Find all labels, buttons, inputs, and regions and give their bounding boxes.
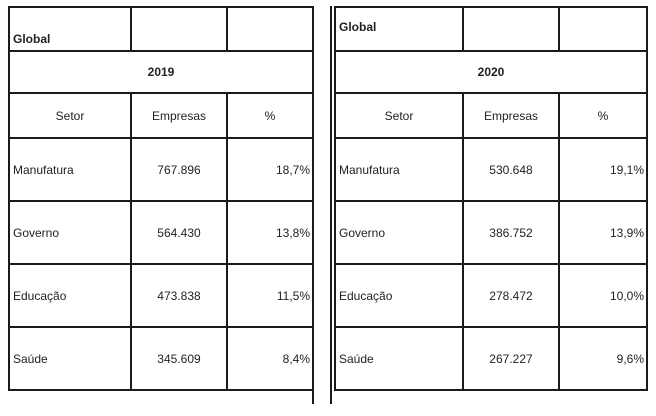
sector-cell: Saúde <box>8 326 132 391</box>
table-row: Manufatura 530.648 19,1% <box>334 137 648 202</box>
header-row: Setor Empresas % <box>334 92 648 139</box>
companies-cell: 564.430 <box>130 200 228 265</box>
table-2020: Global 2020 Setor Empresas % Manufatura … <box>334 6 648 391</box>
sector-cell: Educação <box>334 263 464 328</box>
table-divider <box>312 6 332 404</box>
sector-cell: Governo <box>8 200 132 265</box>
year-label: 2019 <box>8 50 314 94</box>
column-header-setor: Setor <box>8 92 132 139</box>
percent-cell: 19,1% <box>558 137 648 202</box>
companies-cell: 767.896 <box>130 137 228 202</box>
companies-cell: 530.648 <box>462 137 560 202</box>
sector-cell: Governo <box>334 200 464 265</box>
column-header-setor: Setor <box>334 92 464 139</box>
table-2019: Global 2019 Setor Empresas % Manufatura … <box>8 6 314 391</box>
companies-cell: 345.609 <box>130 326 228 391</box>
divider-line <box>330 6 332 404</box>
title-row: Global <box>334 6 648 52</box>
column-header-empresas: Empresas <box>130 92 228 139</box>
empty-cell <box>226 6 314 52</box>
sector-cell: Saúde <box>334 326 464 391</box>
sector-cell: Manufatura <box>8 137 132 202</box>
percent-cell: 9,6% <box>558 326 648 391</box>
table-row: Saúde 267.227 9,6% <box>334 326 648 391</box>
column-header-percent: % <box>558 92 648 139</box>
percent-cell: 8,4% <box>226 326 314 391</box>
companies-cell: 386.752 <box>462 200 560 265</box>
table-title: Global <box>8 6 132 52</box>
table-row: Governo 564.430 13,8% <box>8 200 314 265</box>
title-row: Global <box>8 6 314 52</box>
table-title: Global <box>334 6 464 52</box>
sector-cell: Educação <box>8 263 132 328</box>
percent-cell: 10,0% <box>558 263 648 328</box>
percent-cell: 13,8% <box>226 200 314 265</box>
companies-cell: 473.838 <box>130 263 228 328</box>
divider-line <box>312 6 314 404</box>
table-row: Educação 473.838 11,5% <box>8 263 314 328</box>
empty-cell <box>558 6 648 52</box>
empty-cell <box>130 6 228 52</box>
header-row: Setor Empresas % <box>8 92 314 139</box>
percent-cell: 13,9% <box>558 200 648 265</box>
year-row: 2019 <box>8 50 314 94</box>
companies-cell: 278.472 <box>462 263 560 328</box>
percent-cell: 18,7% <box>226 137 314 202</box>
year-label: 2020 <box>334 50 648 94</box>
percent-cell: 11,5% <box>226 263 314 328</box>
empty-cell <box>462 6 560 52</box>
companies-cell: 267.227 <box>462 326 560 391</box>
sector-cell: Manufatura <box>334 137 464 202</box>
table-row: Manufatura 767.896 18,7% <box>8 137 314 202</box>
table-row: Governo 386.752 13,9% <box>334 200 648 265</box>
table-row: Saúde 345.609 8,4% <box>8 326 314 391</box>
column-header-percent: % <box>226 92 314 139</box>
year-row: 2020 <box>334 50 648 94</box>
table-row: Educação 278.472 10,0% <box>334 263 648 328</box>
column-header-empresas: Empresas <box>462 92 560 139</box>
